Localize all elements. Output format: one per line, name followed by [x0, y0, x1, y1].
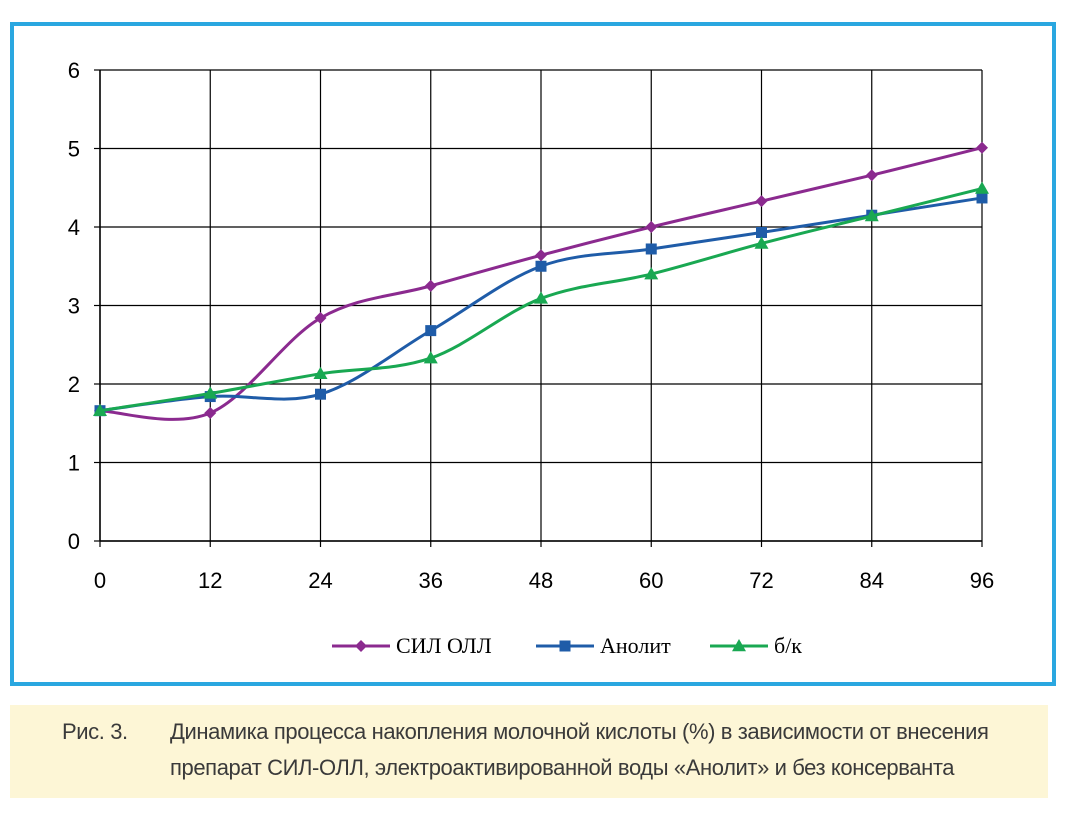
y-tick-label: 6 — [68, 58, 80, 83]
legend: СИЛ ОЛЛ Анолит б/к — [332, 633, 802, 658]
caption-line-2: препарат СИЛ-ОЛЛ, электроактивированной … — [170, 755, 955, 780]
y-tick-label: 5 — [68, 137, 80, 162]
data-point — [975, 181, 989, 194]
series-3 — [93, 181, 989, 416]
legend-swatch-marker — [559, 640, 571, 652]
data-point — [534, 291, 548, 304]
data-point — [423, 351, 438, 364]
data-point — [865, 169, 878, 182]
data-point — [315, 388, 326, 400]
x-tick-label: 84 — [860, 568, 884, 593]
x-tick-label: 0 — [94, 568, 106, 593]
data-point — [313, 366, 328, 380]
y-tick-label: 3 — [68, 294, 80, 319]
legend-label: б/к — [774, 633, 802, 658]
x-tick-label: 36 — [419, 568, 443, 593]
data-point — [864, 209, 879, 222]
caption-label: Рис. 3. — [62, 719, 128, 744]
data-point — [644, 267, 659, 280]
x-tick-label: 12 — [198, 568, 222, 593]
caption-line-1: Динамика процесса накопления молочной ки… — [170, 719, 989, 744]
x-tick-label: 48 — [529, 568, 553, 593]
data-point — [755, 195, 768, 208]
grid — [99, 69, 983, 542]
y-tick-label: 2 — [68, 372, 80, 397]
data-point — [424, 279, 437, 292]
y-tick-label: 1 — [68, 451, 80, 476]
legend-item-1: СИЛ ОЛЛ — [332, 633, 492, 658]
y-tick-label: 4 — [68, 215, 80, 240]
data-point — [535, 260, 547, 272]
series-1 — [94, 141, 988, 421]
x-tick-label: 24 — [308, 568, 332, 593]
data-point — [93, 403, 107, 416]
data-point — [203, 386, 218, 399]
data-point — [645, 221, 658, 233]
legend-swatch-marker — [355, 640, 367, 652]
legend-item-2: Анолит — [536, 633, 671, 658]
y-tick-label: 0 — [68, 529, 80, 554]
data-point — [976, 192, 988, 204]
data-point — [756, 226, 767, 238]
chart-frame: 0 1 2 3 4 5 6 0 12 24 36 48 60 72 84 96 СИЛ ОЛЛ Анолит б/к — [10, 22, 1056, 686]
legend-label: Анолит — [600, 633, 671, 658]
x-tick-label: 96 — [970, 568, 994, 593]
data-point — [425, 325, 437, 337]
legend-label: СИЛ ОЛЛ — [396, 633, 492, 658]
legend-swatch-marker — [732, 639, 746, 652]
data-point — [754, 236, 769, 249]
data-point — [204, 407, 217, 420]
x-tick-label: 60 — [639, 568, 663, 593]
data-point — [645, 243, 657, 255]
data-point — [976, 141, 988, 154]
data-point — [314, 312, 327, 325]
x-tick-label: 72 — [749, 568, 773, 593]
data-point — [535, 249, 547, 262]
figure-caption: Рис. 3. Динамика процесса накопления мол… — [10, 705, 1048, 798]
legend-item-3: б/к — [710, 633, 802, 658]
